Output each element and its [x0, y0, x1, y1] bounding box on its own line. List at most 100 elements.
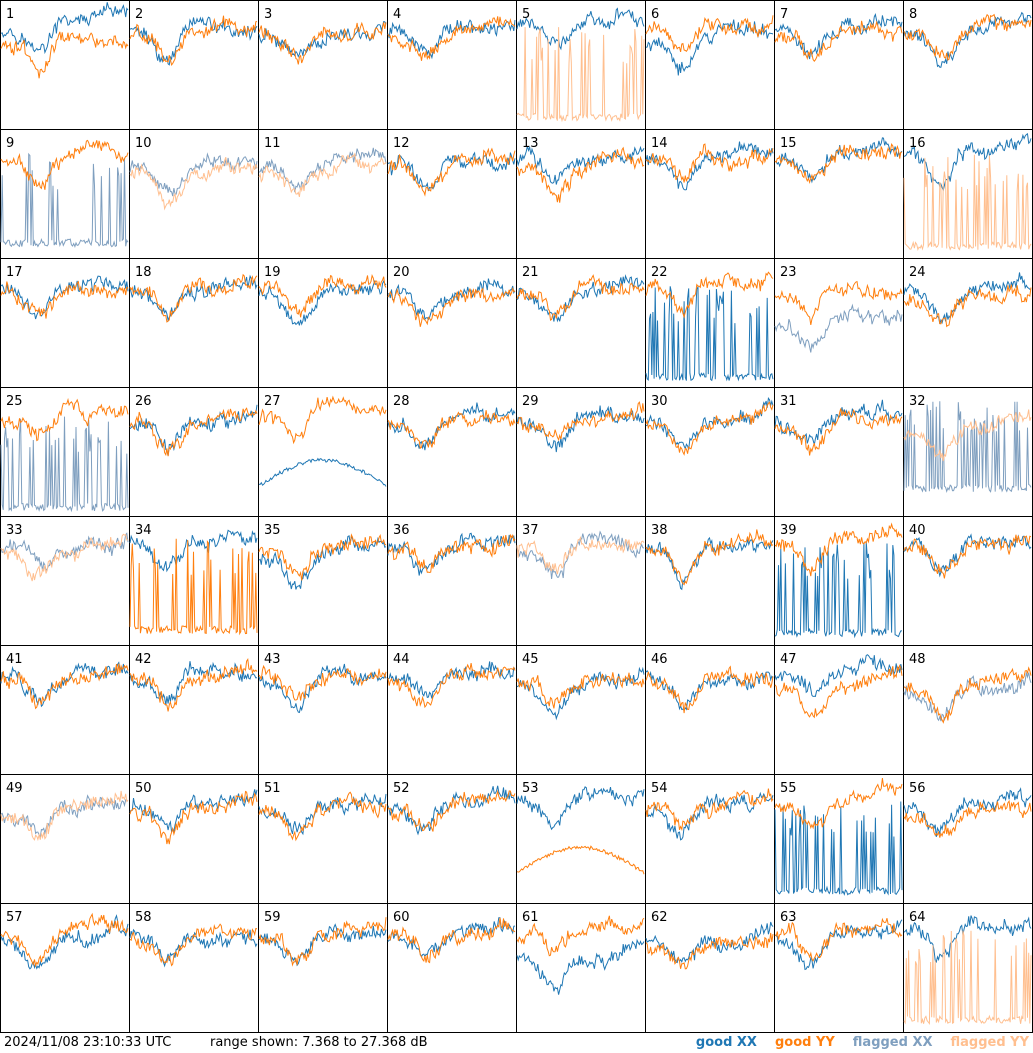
- tile-label: 15: [780, 136, 797, 151]
- series-xx-tile-43: [258, 663, 387, 714]
- series-yy-tile-12: [387, 147, 516, 197]
- series-xx-tile-22: [645, 285, 774, 382]
- series-yy-tile-52: [387, 789, 516, 832]
- tile-label: 19: [264, 265, 281, 280]
- tile-10: 10: [129, 129, 259, 259]
- tile-3: 3: [258, 0, 388, 130]
- tile-5: 5: [516, 0, 646, 130]
- tile-59: 59: [258, 903, 388, 1033]
- tile-frame: [258, 516, 388, 646]
- series-yy-tile-29: [516, 401, 645, 442]
- series-yy-tile-46: [645, 665, 774, 714]
- series-yy-tile-23: [774, 280, 903, 325]
- series-xx-tile-61: [516, 938, 645, 995]
- tile-58: 58: [129, 903, 259, 1033]
- tile-label: 29: [522, 394, 539, 409]
- tile-32: 32: [903, 387, 1033, 517]
- tile-4: 4: [387, 0, 517, 130]
- tile-frame: [516, 774, 646, 904]
- tile-56: 56: [903, 774, 1033, 904]
- tile-label: 33: [6, 523, 23, 538]
- tile-label: 3: [264, 7, 272, 22]
- series-xx-tile-29: [516, 405, 645, 453]
- tile-38: 38: [645, 516, 775, 646]
- series-yy-tile-36: [387, 533, 516, 574]
- tile-frame: [774, 0, 904, 130]
- series-xx-tile-12: [387, 151, 516, 192]
- series-yy-tile-42: [129, 657, 258, 712]
- tile-36: 36: [387, 516, 517, 646]
- tile-44: 44: [387, 645, 517, 775]
- series-xx-tile-47: [774, 654, 903, 698]
- series-yy-tile-54: [645, 788, 774, 832]
- series-yy-tile-33: [0, 533, 129, 582]
- series-yy-tile-43: [258, 664, 387, 701]
- tile-label: 43: [264, 652, 281, 667]
- series-yy-tile-11: [258, 152, 387, 198]
- series-yy-tile-6: [645, 15, 774, 53]
- tile-42: 42: [129, 645, 259, 775]
- tile-frame: [774, 258, 904, 388]
- series-xx-tile-6: [645, 19, 774, 76]
- tile-61: 61: [516, 903, 646, 1033]
- tile-label: 24: [909, 265, 926, 280]
- series-xx-tile-55: [774, 801, 903, 896]
- tile-frame: [903, 258, 1033, 388]
- series-yy-tile-50: [129, 790, 258, 845]
- series-yy-tile-63: [774, 917, 903, 962]
- tile-frame: [0, 258, 130, 388]
- tile-8: 8: [903, 0, 1033, 130]
- tile-20: 20: [387, 258, 517, 388]
- tile-label: 10: [135, 136, 152, 151]
- tile-31: 31: [774, 387, 904, 517]
- tile-label: 8: [909, 7, 917, 22]
- tile-label: 53: [522, 781, 539, 796]
- series-yy-tile-61: [516, 915, 645, 957]
- tile-label: 34: [135, 523, 152, 538]
- tile-frame: [645, 645, 775, 775]
- series-xx-tile-49: [0, 794, 129, 839]
- tile-label: 30: [651, 394, 668, 409]
- tile-label: 40: [909, 523, 926, 538]
- tile-label: 11: [264, 136, 281, 151]
- series-yy-tile-62: [645, 932, 774, 970]
- tile-label: 60: [393, 910, 410, 925]
- timestamp-label: 2024/11/08 23:10:33 UTC: [4, 1035, 172, 1050]
- tile-40: 40: [903, 516, 1033, 646]
- series-yy-tile-40: [903, 534, 1032, 579]
- tile-33: 33: [0, 516, 130, 646]
- tile-48: 48: [903, 645, 1033, 775]
- tile-label: 26: [135, 394, 152, 409]
- tile-label: 63: [780, 910, 797, 925]
- tile-29: 29: [516, 387, 646, 517]
- tile-49: 49: [0, 774, 130, 904]
- tile-label: 25: [6, 394, 23, 409]
- tile-label: 39: [780, 523, 797, 538]
- series-yy-tile-41: [0, 663, 129, 710]
- series-yy-tile-27: [258, 395, 387, 445]
- tile-frame: [387, 516, 517, 646]
- series-xx-tile-58: [129, 928, 258, 968]
- tile-63: 63: [774, 903, 904, 1033]
- tile-label: 13: [522, 136, 539, 151]
- series-yy-tile-2: [129, 15, 258, 67]
- series-yy-tile-49: [0, 790, 129, 842]
- tile-frame: [0, 774, 130, 904]
- series-yy-tile-34: [129, 538, 258, 636]
- series-yy-tile-19: [258, 274, 387, 318]
- tile-11: 11: [258, 129, 388, 259]
- tile-label: 50: [135, 781, 152, 796]
- tile-frame: [774, 645, 904, 775]
- tile-frame: [774, 387, 904, 517]
- legend-entry: flagged XX: [852, 1035, 933, 1050]
- series-yy-tile-58: [129, 923, 258, 967]
- series-xx-tile-20: [388, 278, 516, 321]
- series-yy-tile-1: [0, 31, 129, 79]
- series-yy-tile-20: [387, 286, 516, 327]
- tile-frame: [387, 387, 517, 517]
- legend-entry: flagged YY: [950, 1035, 1030, 1050]
- tile-frame: [258, 0, 388, 130]
- tile-label: 55: [780, 781, 797, 796]
- legend-entry: good YY: [774, 1035, 835, 1050]
- tile-55: 55: [774, 774, 904, 904]
